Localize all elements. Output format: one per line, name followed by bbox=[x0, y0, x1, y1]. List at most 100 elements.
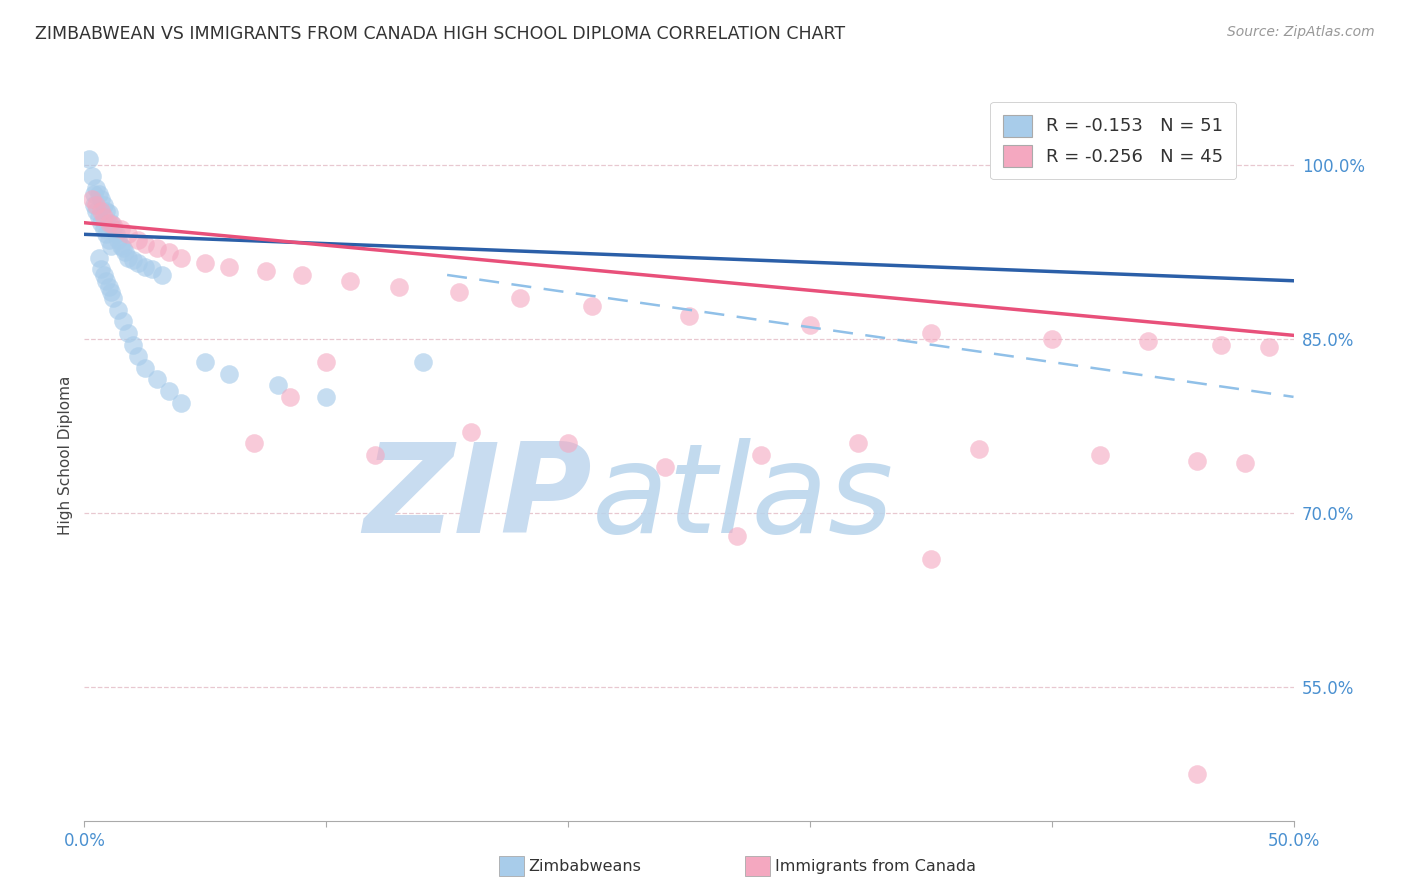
Point bbox=[83, 198, 105, 212]
Point bbox=[107, 233, 129, 247]
Point bbox=[1137, 334, 1160, 348]
Point bbox=[100, 285, 122, 300]
Point bbox=[93, 221, 115, 235]
Point bbox=[920, 552, 942, 566]
Point bbox=[94, 274, 117, 288]
Point bbox=[127, 233, 149, 247]
Legend: R = -0.153   N = 51, R = -0.256   N = 45: R = -0.153 N = 51, R = -0.256 N = 45 bbox=[990, 102, 1236, 179]
Point bbox=[339, 274, 361, 288]
Point bbox=[315, 355, 337, 369]
Y-axis label: High School Diploma: High School Diploma bbox=[58, 376, 73, 534]
Point bbox=[87, 186, 110, 201]
Point bbox=[581, 299, 603, 313]
Point bbox=[194, 355, 217, 369]
Point bbox=[86, 198, 108, 212]
Point bbox=[412, 355, 434, 369]
Point bbox=[94, 227, 117, 242]
Point bbox=[114, 244, 136, 259]
Point bbox=[170, 251, 193, 265]
Point bbox=[86, 204, 108, 219]
Point bbox=[509, 291, 531, 305]
Point bbox=[291, 268, 314, 282]
Point bbox=[157, 244, 180, 259]
Point bbox=[846, 436, 869, 450]
Point bbox=[83, 186, 105, 201]
Point bbox=[77, 152, 100, 166]
Point bbox=[127, 349, 149, 363]
Point bbox=[97, 216, 120, 230]
Point bbox=[86, 181, 108, 195]
Point bbox=[94, 204, 117, 219]
Point bbox=[90, 193, 112, 207]
Point bbox=[117, 227, 139, 242]
Point bbox=[110, 221, 132, 235]
Point bbox=[103, 218, 125, 232]
Point bbox=[146, 241, 169, 255]
Point bbox=[146, 372, 169, 386]
Point bbox=[100, 216, 122, 230]
Point bbox=[100, 239, 122, 253]
Point bbox=[1209, 337, 1232, 351]
Point bbox=[103, 291, 125, 305]
Point bbox=[80, 169, 103, 184]
Point bbox=[799, 318, 821, 332]
Point bbox=[90, 262, 112, 277]
Point bbox=[104, 227, 127, 242]
Point bbox=[117, 326, 139, 340]
Point bbox=[127, 256, 149, 270]
Point bbox=[93, 210, 115, 224]
Point bbox=[1234, 456, 1257, 470]
Point bbox=[97, 279, 120, 293]
Point bbox=[278, 390, 301, 404]
Point bbox=[1088, 448, 1111, 462]
Point bbox=[90, 204, 112, 219]
Point bbox=[920, 326, 942, 340]
Point bbox=[557, 436, 579, 450]
Point bbox=[141, 262, 163, 277]
Point bbox=[93, 198, 115, 212]
Point bbox=[751, 448, 773, 462]
Point bbox=[678, 309, 700, 323]
Point bbox=[460, 425, 482, 439]
Point bbox=[87, 210, 110, 224]
Point bbox=[254, 264, 277, 278]
Point bbox=[121, 337, 143, 351]
Point bbox=[242, 436, 264, 450]
Point bbox=[267, 378, 290, 392]
Point bbox=[388, 279, 411, 293]
Point bbox=[112, 314, 135, 328]
Point bbox=[112, 241, 135, 255]
Point bbox=[134, 260, 156, 274]
Point bbox=[97, 206, 120, 220]
Point bbox=[218, 260, 240, 274]
Point bbox=[121, 252, 143, 267]
Text: ZIP: ZIP bbox=[364, 438, 592, 559]
Point bbox=[725, 529, 748, 543]
Point bbox=[80, 193, 103, 207]
Point bbox=[117, 251, 139, 265]
Text: atlas: atlas bbox=[592, 438, 894, 559]
Text: Zimbabweans: Zimbabweans bbox=[529, 859, 641, 873]
Point bbox=[110, 239, 132, 253]
Point bbox=[363, 448, 385, 462]
Point bbox=[315, 390, 337, 404]
Text: Source: ZipAtlas.com: Source: ZipAtlas.com bbox=[1227, 25, 1375, 39]
Point bbox=[967, 442, 990, 456]
Point bbox=[194, 256, 217, 270]
Point bbox=[654, 459, 676, 474]
Point bbox=[150, 268, 173, 282]
Point bbox=[170, 395, 193, 409]
Point bbox=[107, 302, 129, 317]
Point bbox=[218, 367, 240, 381]
Point bbox=[449, 285, 471, 300]
Point bbox=[1040, 332, 1063, 346]
Text: Immigrants from Canada: Immigrants from Canada bbox=[775, 859, 976, 873]
Point bbox=[90, 216, 112, 230]
Point bbox=[1185, 767, 1208, 781]
Point bbox=[1185, 454, 1208, 468]
Point bbox=[93, 268, 115, 282]
Text: ZIMBABWEAN VS IMMIGRANTS FROM CANADA HIGH SCHOOL DIPLOMA CORRELATION CHART: ZIMBABWEAN VS IMMIGRANTS FROM CANADA HIG… bbox=[35, 25, 845, 43]
Point bbox=[134, 236, 156, 251]
Point bbox=[103, 221, 125, 235]
Point bbox=[134, 360, 156, 375]
